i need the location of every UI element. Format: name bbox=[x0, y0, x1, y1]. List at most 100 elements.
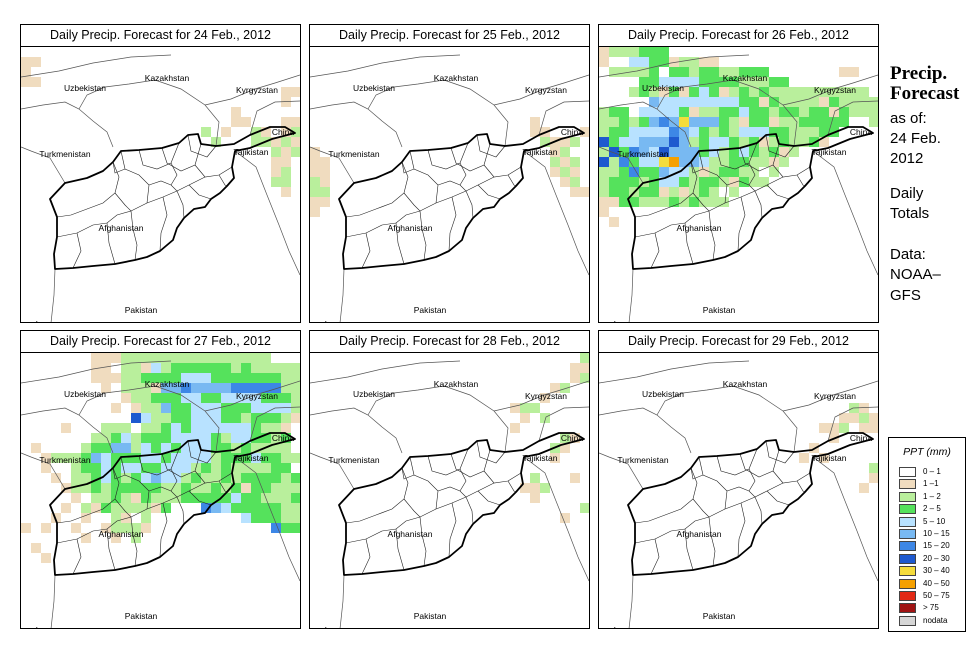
precip-cell bbox=[291, 137, 300, 147]
province-boundary bbox=[148, 486, 178, 498]
precip-cell bbox=[560, 137, 570, 147]
precip-cell bbox=[619, 117, 629, 127]
precip-cell bbox=[271, 473, 281, 483]
precip-cell bbox=[291, 473, 300, 483]
precip-cell bbox=[819, 117, 829, 127]
precip-cell bbox=[281, 137, 291, 147]
precip-cell bbox=[191, 393, 201, 403]
precip-cell bbox=[141, 393, 151, 403]
precip-cell bbox=[101, 503, 111, 513]
precip-cell bbox=[659, 117, 669, 127]
precip-cell bbox=[211, 383, 221, 393]
precip-cell bbox=[799, 97, 809, 107]
province-boundary bbox=[409, 150, 439, 204]
precip-cell bbox=[251, 513, 261, 523]
precip-cell bbox=[699, 167, 709, 177]
precip-cell bbox=[550, 167, 560, 177]
precip-cell bbox=[201, 373, 211, 383]
precip-cell bbox=[161, 453, 171, 463]
precip-cell bbox=[649, 87, 659, 97]
afghanistan-border bbox=[49, 432, 296, 576]
precip-cell bbox=[171, 363, 181, 373]
precip-cell bbox=[839, 107, 849, 117]
precip-cell bbox=[699, 97, 709, 107]
precip-cell bbox=[729, 87, 739, 97]
precip-cell bbox=[869, 473, 878, 483]
precip-cell bbox=[221, 463, 231, 473]
precip-cell bbox=[121, 513, 131, 523]
precip-cell bbox=[560, 443, 570, 453]
precip-cell bbox=[251, 393, 261, 403]
province-boundary bbox=[507, 480, 517, 493]
precip-cell bbox=[609, 117, 619, 127]
precip-cell bbox=[241, 393, 251, 403]
province-boundary bbox=[692, 192, 710, 212]
precip-cell bbox=[91, 483, 101, 493]
precip-cell bbox=[749, 167, 759, 177]
country-label: China bbox=[561, 127, 583, 137]
province-boundary bbox=[170, 468, 178, 492]
precip-cell bbox=[609, 107, 619, 117]
precip-cell bbox=[739, 117, 749, 127]
precip-cell bbox=[251, 137, 261, 147]
precip-cell bbox=[201, 493, 211, 503]
precip-cell bbox=[679, 177, 689, 187]
legend-label: 1 – 2 bbox=[923, 491, 941, 501]
precip-cell bbox=[141, 413, 151, 423]
country-label: Iran bbox=[614, 319, 629, 323]
province-boundary bbox=[437, 180, 467, 192]
precip-cell bbox=[540, 483, 550, 493]
precip-cell bbox=[560, 177, 570, 187]
province-boundary bbox=[716, 142, 758, 170]
country-border bbox=[812, 150, 878, 276]
precip-cell bbox=[141, 433, 151, 443]
precip-cell bbox=[769, 97, 779, 107]
precip-cell bbox=[639, 167, 649, 177]
precip-cell bbox=[619, 137, 629, 147]
precip-cell bbox=[749, 67, 759, 77]
precip-cell bbox=[749, 77, 759, 87]
precip-cell bbox=[709, 77, 719, 87]
data-source-line1: Data: bbox=[890, 246, 926, 263]
country-border bbox=[599, 360, 750, 384]
precip-cell bbox=[291, 117, 300, 127]
precip-cell bbox=[211, 443, 221, 453]
precip-cell bbox=[71, 493, 81, 503]
precip-cell bbox=[271, 493, 281, 503]
precip-cell bbox=[799, 127, 809, 137]
province-boundary bbox=[401, 161, 415, 174]
afghanistan-border bbox=[627, 126, 874, 270]
precip-cell bbox=[639, 57, 649, 67]
country-label: Pakistan bbox=[703, 305, 736, 315]
precip-cells bbox=[310, 117, 589, 217]
province-boundary bbox=[634, 467, 698, 524]
precip-cell bbox=[181, 383, 191, 393]
country-border bbox=[310, 452, 355, 490]
province-boundary bbox=[194, 164, 233, 178]
precip-cell bbox=[131, 433, 141, 443]
precip-cell bbox=[271, 177, 281, 187]
precip-cell bbox=[291, 493, 300, 503]
country-label: Tajikistan bbox=[234, 147, 269, 157]
precip-cell bbox=[141, 493, 151, 503]
precip-cell bbox=[151, 393, 161, 403]
province-boundary bbox=[465, 190, 474, 219]
precip-cell bbox=[91, 473, 101, 483]
precip-cell bbox=[530, 117, 540, 127]
precip-cell bbox=[659, 137, 669, 147]
country-label: China bbox=[850, 127, 872, 137]
precip-cell bbox=[609, 127, 619, 137]
province-boundary bbox=[120, 150, 150, 204]
country-border bbox=[538, 406, 589, 442]
precip-cell bbox=[151, 363, 161, 373]
country-border bbox=[599, 407, 692, 454]
precip-cells bbox=[799, 403, 878, 493]
province-boundary bbox=[754, 190, 763, 219]
precip-cell bbox=[659, 107, 669, 117]
precip-cell bbox=[679, 117, 689, 127]
precip-cell bbox=[211, 433, 221, 443]
precip-cell bbox=[141, 443, 151, 453]
precip-cell bbox=[719, 117, 729, 127]
country-label: Iran bbox=[325, 319, 340, 323]
precip-cell bbox=[281, 503, 291, 513]
